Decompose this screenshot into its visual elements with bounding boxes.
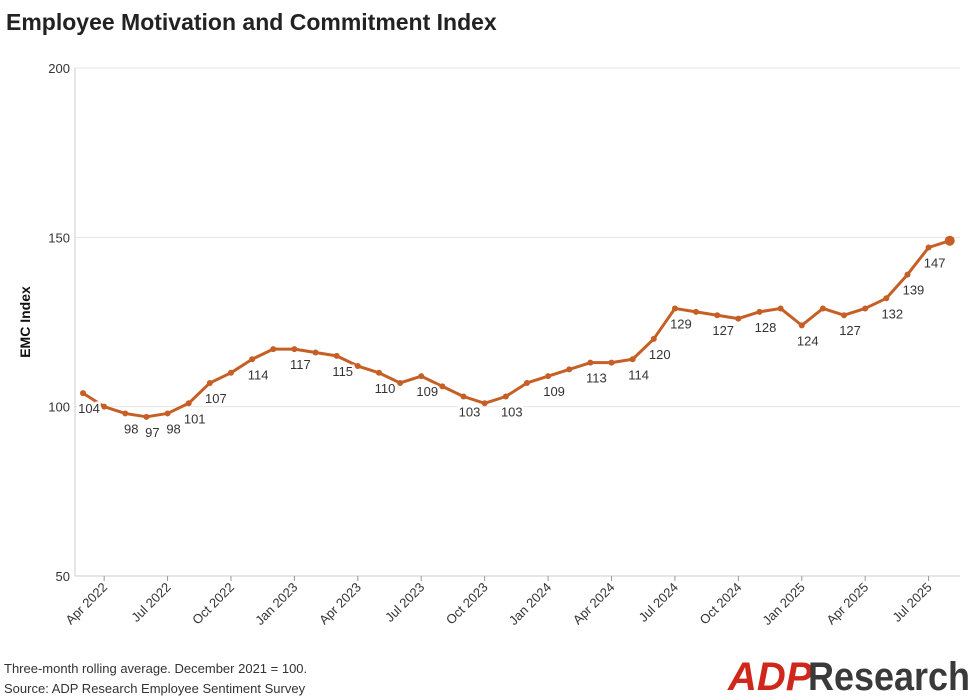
x-tick-label: Jan 2023 [252, 580, 300, 628]
point [777, 305, 784, 312]
data-label: 117 [290, 357, 311, 372]
point [291, 346, 298, 353]
data-label: 147 [924, 255, 946, 270]
x-tick-label: Apr 2023 [316, 580, 364, 628]
x-tick-label: Jul 2022 [128, 580, 173, 625]
point [418, 373, 425, 380]
data-label: 101 [184, 411, 206, 426]
x-tick-label: Jan 2025 [759, 580, 807, 628]
x-tick-label: Jul 2025 [889, 580, 934, 625]
data-label: 103 [501, 405, 523, 420]
data-label: 103 [459, 405, 481, 420]
x-tick-label: Apr 2024 [570, 580, 618, 628]
data-label: 114 [628, 367, 649, 382]
point [545, 373, 552, 380]
data-label: 98 [124, 421, 138, 436]
x-tick-label: Oct 2022 [189, 580, 237, 628]
point [375, 369, 382, 376]
point [206, 379, 213, 386]
point [143, 413, 150, 420]
data-label: 109 [416, 384, 438, 399]
data-label: 132 [881, 306, 903, 321]
data-label: 113 [586, 371, 607, 386]
y-tick-label: 200 [48, 61, 70, 76]
data-label: 104 [78, 401, 100, 416]
data-label: 124 [797, 333, 819, 348]
data-label: 139 [903, 283, 925, 298]
x-tick-label: Oct 2023 [443, 580, 491, 628]
point [714, 312, 721, 319]
point [397, 379, 404, 386]
point [608, 359, 615, 366]
point [502, 393, 509, 400]
point [227, 369, 234, 376]
data-label: 98 [166, 421, 180, 436]
y-tick-label: 150 [48, 230, 70, 245]
point [523, 379, 530, 386]
point [354, 363, 361, 370]
point [629, 356, 636, 363]
point [460, 393, 467, 400]
point [735, 315, 742, 322]
data-label: 109 [543, 384, 565, 399]
data-label: 127 [712, 323, 734, 338]
x-tick-label: Jan 2024 [506, 580, 554, 628]
data-label: 127 [839, 323, 861, 338]
point [249, 356, 256, 363]
data-label: 128 [755, 320, 777, 335]
point [693, 308, 700, 315]
x-tick-label: Oct 2024 [697, 580, 745, 628]
point [798, 322, 805, 329]
logo-text: Research [808, 655, 970, 699]
point [80, 390, 86, 397]
point [841, 312, 848, 319]
point [756, 308, 763, 315]
point [944, 235, 955, 246]
point [819, 305, 826, 312]
x-tick-label: Apr 2022 [62, 580, 110, 628]
note: Source: ADP Research Employee Sentiment … [4, 681, 306, 696]
x-tick-label: Jul 2024 [636, 580, 681, 625]
x-tick-label: Apr 2025 [823, 580, 871, 628]
point [164, 410, 171, 417]
point [650, 335, 657, 342]
y-tick-label: 50 [56, 569, 70, 584]
data-label: 120 [649, 347, 671, 362]
point [333, 352, 340, 359]
point [587, 359, 594, 366]
point [312, 349, 319, 356]
x-tick-label: Jul 2023 [382, 580, 427, 625]
point [122, 410, 129, 417]
point [270, 346, 277, 353]
point [862, 305, 869, 312]
point [925, 244, 932, 251]
point [481, 400, 488, 407]
logo-brand: ADP [727, 655, 813, 699]
point [566, 366, 573, 373]
data-label: 115 [332, 364, 353, 379]
point [671, 305, 678, 312]
note: Three-month rolling average. December 20… [4, 661, 307, 676]
point [904, 271, 911, 278]
y-axis-label: EMC Index [17, 286, 33, 358]
data-label: 114 [248, 367, 269, 382]
data-label: 110 [375, 381, 396, 396]
point [101, 403, 108, 410]
point [883, 295, 890, 302]
line [82, 239, 951, 419]
data-label: 97 [145, 425, 159, 440]
point [439, 383, 446, 390]
point [185, 400, 192, 407]
data-label: 129 [670, 316, 692, 331]
data-label: 107 [205, 391, 227, 406]
y-tick-label: 100 [48, 400, 70, 415]
chart-title: Employee Motivation and Commitment Index [6, 9, 497, 35]
